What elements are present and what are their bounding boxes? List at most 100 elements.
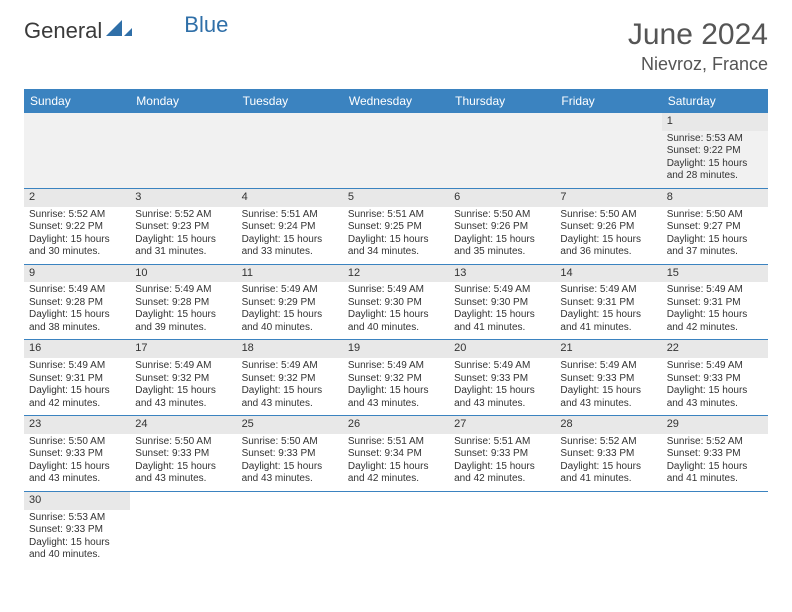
day-detail: Daylight: 15 hours bbox=[135, 461, 231, 474]
brand-part2: Blue bbox=[184, 12, 228, 38]
location-label: Nievroz, France bbox=[628, 54, 768, 75]
calendar-cell: 10Sunrise: 5:49 AMSunset: 9:28 PMDayligh… bbox=[130, 264, 236, 340]
calendar-cell bbox=[555, 491, 661, 566]
day-detail: Sunrise: 5:49 AM bbox=[135, 360, 231, 373]
calendar-cell: 23 Sunrise: 5:50 AMSunset: 9:33 PMDayligh… bbox=[24, 416, 130, 492]
day-detail: Sunset: 9:26 PM bbox=[454, 221, 550, 234]
day-detail: Daylight: 15 hours bbox=[667, 309, 763, 322]
calendar-week-row: 1Sunrise: 5:53 AMSunset: 9:22 PMDaylight… bbox=[24, 113, 768, 188]
day-detail: Sunrise: 5:51 AM bbox=[242, 209, 338, 222]
day-number: 27 bbox=[449, 416, 555, 434]
day-detail: Daylight: 15 hours bbox=[29, 309, 125, 322]
calendar-week-row: 2Sunrise: 5:52 AMSunset: 9:22 PMDaylight… bbox=[24, 188, 768, 264]
day-detail: Sunrise: 5:49 AM bbox=[454, 284, 550, 297]
calendar-week-row: 23Sunrise: 5:50 AMSunset: 9:33 PMDayligh… bbox=[24, 416, 768, 492]
day-detail: Sunrise: 5:53 AM bbox=[667, 133, 763, 146]
day-detail: Daylight: 15 hours bbox=[348, 461, 444, 474]
calendar-cell: 17Sunrise: 5:49 AMSunset: 9:32 PMDayligh… bbox=[130, 340, 236, 416]
day-detail: Sunset: 9:34 PM bbox=[348, 448, 444, 461]
weekday-header: Monday bbox=[130, 89, 236, 113]
weekday-header: Saturday bbox=[662, 89, 768, 113]
day-detail: Daylight: 15 hours bbox=[135, 385, 231, 398]
day-detail: Sunrise: 5:50 AM bbox=[242, 436, 338, 449]
calendar-cell: 24Sunrise: 5:50 AMSunset: 9:33 PMDayligh… bbox=[130, 416, 236, 492]
day-detail: Sunset: 9:32 PM bbox=[348, 373, 444, 386]
calendar-cell: 15Sunrise: 5:49 AMSunset: 9:31 PMDayligh… bbox=[662, 264, 768, 340]
day-detail: Sunset: 9:33 PM bbox=[29, 448, 125, 461]
day-number: 26 bbox=[343, 416, 449, 434]
day-number: 25 bbox=[237, 416, 343, 434]
day-detail: Daylight: 15 hours bbox=[454, 234, 550, 247]
day-detail: Sunset: 9:33 PM bbox=[454, 373, 550, 386]
day-detail: and 43 minutes. bbox=[348, 398, 444, 411]
day-number: 11 bbox=[237, 265, 343, 283]
day-detail: Sunset: 9:22 PM bbox=[667, 145, 763, 158]
calendar-cell bbox=[130, 491, 236, 566]
day-detail: Daylight: 15 hours bbox=[560, 461, 656, 474]
calendar-table: Sunday Monday Tuesday Wednesday Thursday… bbox=[24, 89, 768, 567]
calendar-cell: 8Sunrise: 5:50 AMSunset: 9:27 PMDaylight… bbox=[662, 188, 768, 264]
calendar-cell: 18Sunrise: 5:49 AMSunset: 9:32 PMDayligh… bbox=[237, 340, 343, 416]
day-detail: Sunrise: 5:49 AM bbox=[348, 284, 444, 297]
calendar-cell bbox=[237, 491, 343, 566]
day-detail: Daylight: 15 hours bbox=[29, 385, 125, 398]
day-number: 15 bbox=[662, 265, 768, 283]
day-detail: and 30 minutes. bbox=[29, 246, 125, 259]
day-detail: Daylight: 15 hours bbox=[29, 461, 125, 474]
day-detail: Sunrise: 5:52 AM bbox=[667, 436, 763, 449]
header: General Blue June 2024 Nievroz, France bbox=[24, 18, 768, 75]
day-number: 14 bbox=[555, 265, 661, 283]
day-detail: Sunset: 9:27 PM bbox=[667, 221, 763, 234]
day-detail: Sunset: 9:32 PM bbox=[242, 373, 338, 386]
day-detail: Sunset: 9:28 PM bbox=[135, 297, 231, 310]
day-detail: and 43 minutes. bbox=[135, 398, 231, 411]
day-detail: Sunrise: 5:51 AM bbox=[348, 436, 444, 449]
day-number: 16 bbox=[24, 340, 130, 358]
day-detail: Daylight: 15 hours bbox=[135, 309, 231, 322]
calendar-cell bbox=[343, 491, 449, 566]
day-detail: and 43 minutes. bbox=[135, 473, 231, 486]
day-number: 3 bbox=[130, 189, 236, 207]
calendar-cell: 6Sunrise: 5:50 AMSunset: 9:26 PMDaylight… bbox=[449, 188, 555, 264]
day-detail: Daylight: 15 hours bbox=[242, 385, 338, 398]
calendar-cell bbox=[237, 113, 343, 188]
day-detail: Daylight: 15 hours bbox=[667, 234, 763, 247]
calendar-cell: 11Sunrise: 5:49 AMSunset: 9:29 PMDayligh… bbox=[237, 264, 343, 340]
day-detail: and 35 minutes. bbox=[454, 246, 550, 259]
day-detail: Sunset: 9:30 PM bbox=[454, 297, 550, 310]
weekday-header: Sunday bbox=[24, 89, 130, 113]
day-detail: and 38 minutes. bbox=[29, 322, 125, 335]
calendar-cell: 25Sunrise: 5:50 AMSunset: 9:33 PMDayligh… bbox=[237, 416, 343, 492]
day-detail: and 43 minutes. bbox=[667, 398, 763, 411]
day-detail: Daylight: 15 hours bbox=[454, 461, 550, 474]
brand-part1: General bbox=[24, 18, 102, 44]
day-number: 4 bbox=[237, 189, 343, 207]
day-number: 1 bbox=[662, 113, 768, 131]
day-detail: Daylight: 15 hours bbox=[667, 385, 763, 398]
day-detail: Sunset: 9:31 PM bbox=[667, 297, 763, 310]
day-detail: and 42 minutes. bbox=[667, 322, 763, 335]
day-detail: and 31 minutes. bbox=[135, 246, 231, 259]
day-number: 8 bbox=[662, 189, 768, 207]
day-number: 23 bbox=[24, 416, 130, 434]
weekday-header: Tuesday bbox=[237, 89, 343, 113]
day-detail: and 42 minutes. bbox=[454, 473, 550, 486]
day-detail: and 36 minutes. bbox=[560, 246, 656, 259]
day-detail: Sunrise: 5:53 AM bbox=[29, 512, 125, 525]
day-detail: Sunset: 9:33 PM bbox=[29, 524, 125, 537]
calendar-cell: 7Sunrise: 5:50 AMSunset: 9:26 PMDaylight… bbox=[555, 188, 661, 264]
calendar-body: 1Sunrise: 5:53 AMSunset: 9:22 PMDaylight… bbox=[24, 113, 768, 567]
calendar-cell: 13Sunrise: 5:49 AMSunset: 9:30 PMDayligh… bbox=[449, 264, 555, 340]
day-detail: Sunrise: 5:50 AM bbox=[29, 436, 125, 449]
day-detail: Sunrise: 5:52 AM bbox=[135, 209, 231, 222]
day-detail: and 41 minutes. bbox=[560, 322, 656, 335]
sail-icon bbox=[106, 18, 132, 44]
calendar-cell: 14Sunrise: 5:49 AMSunset: 9:31 PMDayligh… bbox=[555, 264, 661, 340]
day-number: 21 bbox=[555, 340, 661, 358]
day-detail: Sunrise: 5:49 AM bbox=[560, 284, 656, 297]
title-block: June 2024 Nievroz, France bbox=[628, 18, 768, 75]
day-detail: Sunset: 9:26 PM bbox=[560, 221, 656, 234]
calendar-cell bbox=[343, 113, 449, 188]
calendar-cell bbox=[130, 113, 236, 188]
day-detail: Sunrise: 5:49 AM bbox=[29, 284, 125, 297]
